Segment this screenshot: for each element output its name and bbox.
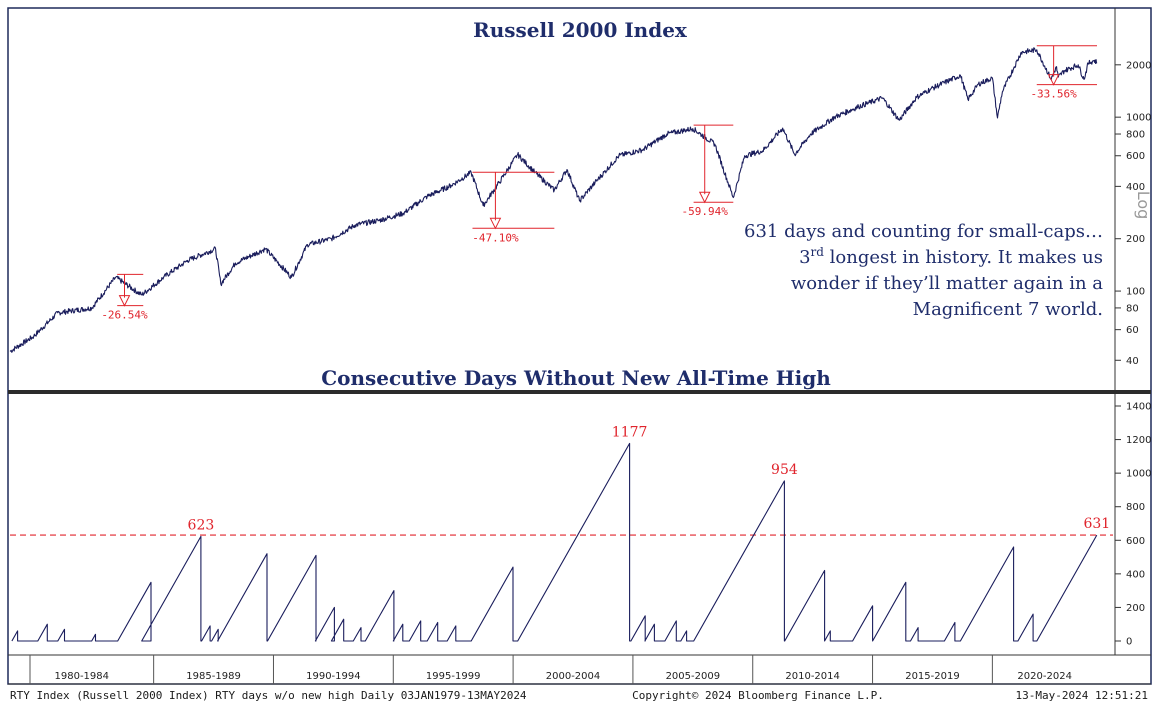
x-axis-labels: 1980-1984 1985-1989 1990-1994 1995-1999 2000… (29, 655, 1072, 684)
top-y-tick-label: 2000 (1126, 60, 1151, 71)
footer-source: RTY Index (Russell 2000 Index) RTY days … (10, 689, 527, 702)
peak-label: 954 (771, 462, 798, 478)
russell-2000-line (9, 47, 1098, 353)
panel-divider[interactable] (8, 390, 1151, 394)
drawdown-markers: -26.54% -47.10% -59.94% -33.56% (101, 45, 1097, 322)
footer-copyright: Copyright© 2024 Bloomberg Finance L.P. (632, 689, 884, 702)
top-y-axis-ticks: 40 60 80 100 200 400 600 800 1000 2000 (1115, 60, 1151, 367)
annotation-line-3: wonder if they’ll matter again in a (791, 273, 1103, 294)
x-period-label: 2020-2024 (1017, 671, 1072, 682)
drawdown-marker: -26.54% (101, 273, 148, 322)
top-chart-title: Russell 2000 Index (473, 18, 688, 42)
drawdown-arrow-head (1047, 74, 1060, 86)
x-period-label: 1980-1984 (55, 671, 110, 682)
days-series: 623 1177 954 631 (10, 424, 1113, 642)
bottom-y-tick-label: 0 (1126, 637, 1132, 648)
annotation-line-2: 3rd longest in history. It makes us (799, 245, 1103, 268)
drawdown-arrow-head (489, 217, 502, 230)
peak-label: 1177 (612, 424, 648, 440)
bottom-y-tick-label: 600 (1126, 536, 1145, 547)
top-y-tick-label: 60 (1126, 325, 1139, 336)
drawdown-arrow-head (118, 295, 131, 307)
price-series (9, 47, 1098, 353)
bottom-y-tick-label: 1000 (1126, 469, 1151, 480)
drawdown-marker: -33.56% (1030, 45, 1097, 101)
top-y-tick-label: 200 (1126, 234, 1145, 245)
top-y-tick-label: 800 (1126, 130, 1145, 141)
drawdown-marker: -59.94% (682, 124, 734, 218)
drawdown-label: -33.56% (1030, 88, 1077, 101)
top-y-tick-label: 100 (1126, 287, 1145, 298)
x-period-label: 2010-2014 (785, 671, 840, 682)
x-period-label: 1985-1989 (186, 671, 241, 682)
peak-label: 623 (188, 517, 215, 533)
bottom-y-tick-label: 800 (1126, 502, 1145, 513)
top-y-tick-label: 600 (1126, 151, 1145, 162)
bottom-y-tick-label: 200 (1126, 603, 1145, 614)
bottom-chart-title: Consecutive Days Without New All-Time Hi… (321, 366, 831, 390)
footer-timestamp: 13-May-2024 12:51:21 (1016, 689, 1148, 702)
x-period-label: 1990-1994 (306, 671, 361, 682)
drawdown-arrow-head (698, 191, 711, 204)
drawdown-label: -59.94% (682, 205, 729, 218)
annotation-line-1: 631 days and counting for small-caps… (744, 221, 1103, 242)
x-period-label: 2015-2019 (905, 671, 960, 682)
x-period-label: 2000-2004 (546, 671, 601, 682)
bottom-y-tick-label: 1400 (1126, 402, 1151, 413)
top-y-axis-label: Log (1134, 191, 1153, 220)
chart-frame (7, 7, 1152, 685)
top-y-tick-label: 40 (1126, 356, 1139, 367)
top-y-tick-label: 1000 (1126, 113, 1151, 124)
days-without-high-line (11, 442, 1098, 642)
drawdown-label: -26.54% (101, 309, 148, 322)
x-period-label: 2005-2009 (666, 671, 721, 682)
annotation-line-4: Magnificent 7 world. (913, 299, 1103, 320)
bottom-y-tick-label: 400 (1126, 569, 1145, 580)
bottom-y-tick-label: 1200 (1126, 435, 1151, 446)
top-y-tick-label: 400 (1126, 182, 1145, 193)
drawdown-marker: -47.10% (472, 171, 555, 244)
drawdown-label: -47.10% (472, 231, 519, 244)
top-y-tick-label: 80 (1126, 303, 1139, 314)
x-period-label: 1995-1999 (426, 671, 481, 682)
bottom-y-axis-ticks: 0 200 400 600 800 1000 1200 1400 (1115, 402, 1151, 648)
peak-label: 631 (1083, 516, 1110, 532)
